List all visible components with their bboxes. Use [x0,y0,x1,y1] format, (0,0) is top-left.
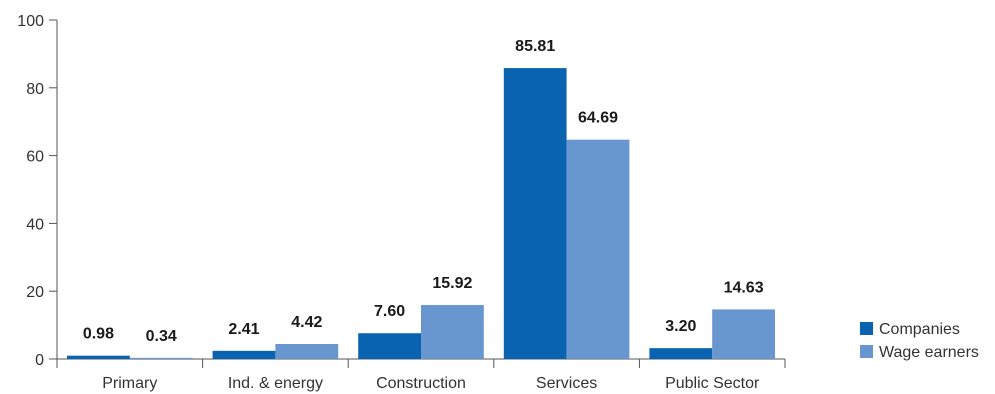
legend-label: Companies [879,321,960,338]
x-axis: Primary Ind. & energy Construction Services… [56,358,786,392]
x-category-label: Services [536,375,597,392]
x-category-label: Ind. & energy [228,375,323,392]
bar-companies [358,333,421,359]
bar-wage-earners [421,305,484,359]
legend: Companies Wage earners [860,321,979,361]
y-tick-label: 20 [26,284,44,301]
x-category-label: Primary [102,375,157,392]
bar-value-label: 15.92 [432,275,472,292]
bar-wage-earners [712,309,775,359]
legend-swatch [860,345,873,358]
bar-companies [212,350,276,359]
bar-value-label: 64.69 [578,110,618,127]
bar-value-label: 0.98 [83,326,114,343]
y-tick-label: 60 [26,149,44,166]
bar-value-label: 2.41 [228,321,259,338]
bar-companies [649,348,713,359]
bar-wage-earners [566,139,630,359]
bars [67,68,775,360]
bar-companies [503,68,567,360]
legend-swatch [860,322,873,335]
bar-value-label: 3.20 [665,318,696,335]
x-category-label: Construction [376,375,466,392]
bar-wage-earners [129,357,193,359]
bar-value-label: 4.42 [291,314,322,331]
bar-wage-earners [275,344,339,359]
x-category-label: Public Sector [665,375,760,392]
bar-value-label: 14.63 [724,279,764,296]
legend-label: Wage earners [879,344,979,361]
bar-companies [67,355,130,359]
bar-value-label: 7.60 [374,303,405,320]
y-tick-label: 100 [17,13,44,30]
y-tick-label: 40 [26,216,44,233]
bar-value-label: 85.81 [515,38,555,55]
value-labels: 0.98 2.41 7.60 85.81 3.20 0.34 4.42 15.92 64.69 1… [83,38,764,345]
y-tick-label: 80 [26,81,44,98]
y-axis: 0 20 40 60 80 100 [17,13,58,369]
bar-value-label: 0.34 [146,328,177,345]
y-tick-label: 0 [35,352,44,369]
